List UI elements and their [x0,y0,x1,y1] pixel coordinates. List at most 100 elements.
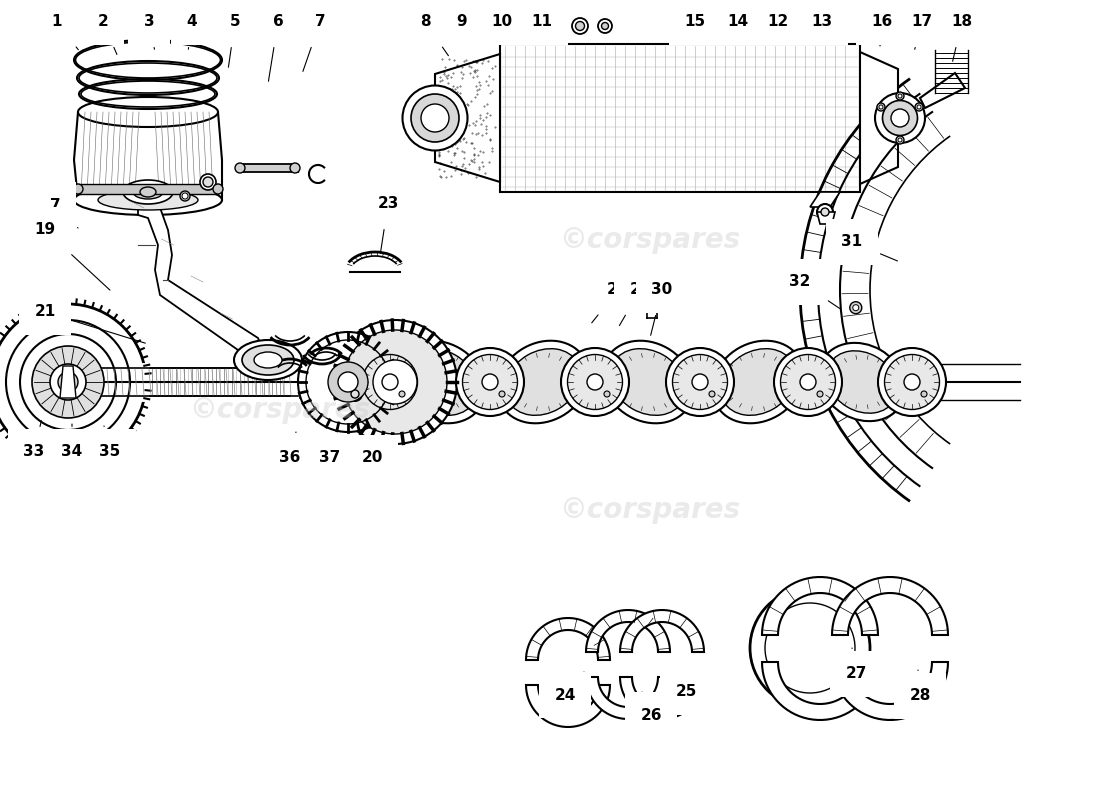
Ellipse shape [879,105,883,109]
Text: 4: 4 [187,14,197,50]
Text: 26: 26 [640,692,662,722]
Ellipse shape [641,289,663,311]
Ellipse shape [568,354,623,410]
Ellipse shape [531,17,549,31]
Ellipse shape [575,22,584,30]
Text: 33: 33 [23,421,45,459]
Ellipse shape [852,305,859,310]
Ellipse shape [896,92,904,100]
Polygon shape [810,192,840,207]
Ellipse shape [800,374,816,390]
Polygon shape [920,73,965,108]
Text: 14: 14 [727,14,749,42]
Ellipse shape [213,184,223,194]
Circle shape [32,346,105,418]
Ellipse shape [882,101,917,135]
Polygon shape [434,54,500,182]
Ellipse shape [817,204,833,220]
Circle shape [58,372,78,392]
Ellipse shape [403,86,467,150]
Text: 27: 27 [845,648,867,682]
Text: 2: 2 [98,14,117,54]
Ellipse shape [74,185,222,215]
Circle shape [20,334,115,430]
Ellipse shape [363,354,418,410]
Text: 5: 5 [229,14,240,67]
Ellipse shape [140,187,156,197]
Circle shape [50,364,86,400]
Text: 13: 13 [812,14,839,36]
Ellipse shape [915,103,923,111]
Polygon shape [762,577,878,635]
Text: 7: 7 [50,198,78,228]
Text: 34: 34 [62,424,82,459]
Ellipse shape [610,349,685,415]
Ellipse shape [710,391,715,397]
Ellipse shape [351,390,359,398]
Text: 29: 29 [619,282,651,326]
Text: ©corspares: ©corspares [189,396,371,424]
Ellipse shape [235,163,245,173]
Text: 17: 17 [912,14,933,50]
Text: 35: 35 [99,426,121,459]
Text: 30: 30 [651,282,672,335]
Ellipse shape [713,341,803,423]
Polygon shape [526,618,610,660]
Polygon shape [500,44,860,192]
Circle shape [0,304,146,460]
Text: 7: 7 [302,14,326,71]
Polygon shape [586,677,670,719]
Ellipse shape [382,374,398,390]
Ellipse shape [356,348,424,416]
Ellipse shape [348,387,362,401]
Ellipse shape [395,341,485,423]
Text: 10: 10 [492,14,513,33]
Circle shape [328,362,369,402]
Text: 1: 1 [52,14,78,50]
Ellipse shape [182,193,188,199]
Text: 8: 8 [420,14,449,56]
Ellipse shape [456,348,524,416]
Text: 32: 32 [790,274,839,309]
Text: 37: 37 [319,438,341,466]
Polygon shape [860,52,898,184]
Polygon shape [586,610,670,652]
Ellipse shape [884,354,939,410]
Circle shape [298,332,398,432]
Ellipse shape [421,104,449,132]
Polygon shape [240,164,298,172]
Ellipse shape [141,188,155,196]
Circle shape [343,330,447,434]
Ellipse shape [917,105,921,109]
Ellipse shape [877,103,884,111]
Ellipse shape [850,302,861,314]
Ellipse shape [497,341,588,423]
Ellipse shape [572,18,588,34]
Text: 3: 3 [144,14,154,50]
Ellipse shape [603,341,693,423]
Ellipse shape [204,177,213,187]
Ellipse shape [774,348,842,416]
Polygon shape [520,12,560,44]
Text: 12: 12 [768,14,789,42]
Ellipse shape [505,349,581,415]
Ellipse shape [254,352,282,368]
Ellipse shape [827,351,898,413]
Text: 15: 15 [684,14,712,40]
Text: ©corspares: ©corspares [560,226,740,254]
Ellipse shape [98,190,198,210]
Ellipse shape [290,163,300,173]
Text: 16: 16 [871,14,892,46]
Polygon shape [138,200,265,362]
Ellipse shape [904,374,920,390]
Polygon shape [620,677,704,719]
Ellipse shape [856,231,868,243]
Ellipse shape [73,184,82,194]
Ellipse shape [602,22,608,30]
Ellipse shape [672,354,727,410]
Ellipse shape [242,345,294,375]
Ellipse shape [645,293,660,307]
Ellipse shape [482,374,498,390]
Ellipse shape [535,20,544,28]
Wedge shape [818,94,1058,486]
